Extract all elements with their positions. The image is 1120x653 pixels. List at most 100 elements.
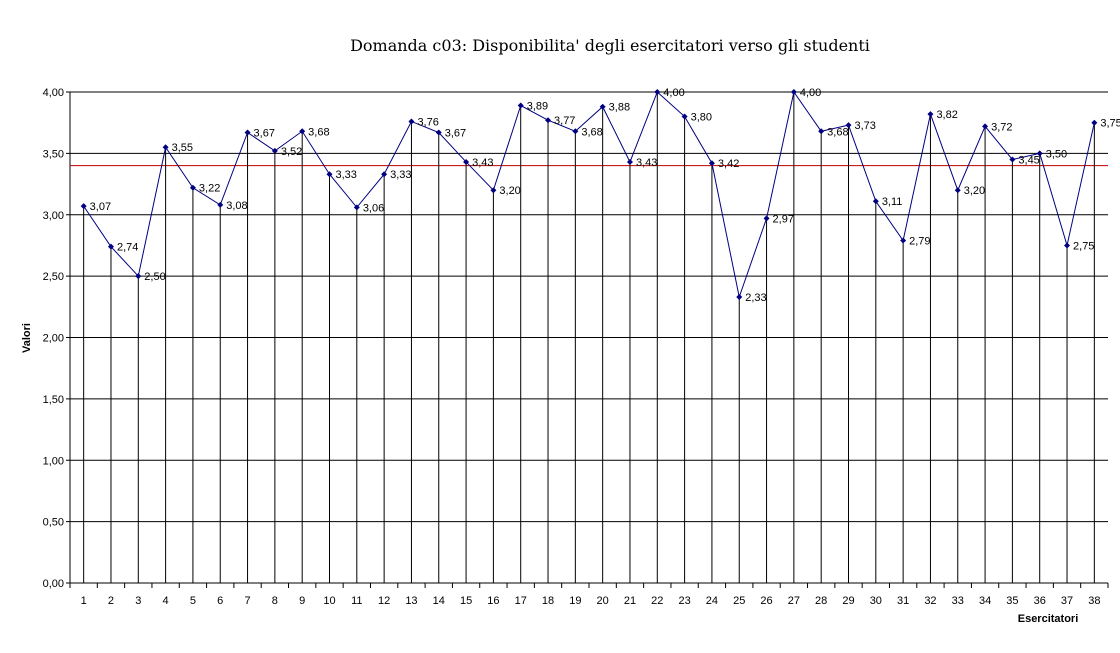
y-tick-label: 3,00 — [43, 210, 64, 222]
data-label: 3,72 — [991, 121, 1012, 133]
x-tick-label: 27 — [788, 595, 800, 607]
data-point — [463, 158, 470, 165]
x-tick-label: 3 — [135, 595, 141, 607]
data-point — [900, 237, 907, 244]
data-point — [408, 118, 415, 125]
x-tick-label: 18 — [542, 595, 554, 607]
data-point — [107, 243, 114, 250]
data-point — [353, 204, 360, 211]
data-point — [271, 147, 278, 154]
x-tick-label: 26 — [760, 595, 772, 607]
x-tick-label: 15 — [460, 595, 472, 607]
data-label: 3,52 — [281, 146, 302, 158]
y-tick-label: 1,00 — [43, 455, 64, 467]
y-tick-label: 1,50 — [43, 394, 64, 406]
data-label: 3,22 — [199, 183, 220, 195]
data-point — [381, 171, 388, 178]
data-point — [217, 201, 224, 208]
data-point — [435, 129, 442, 136]
y-axis-title: Valori — [21, 323, 33, 353]
data-label: 3,50 — [1046, 148, 1067, 160]
series-line — [83, 90, 1095, 299]
x-tick-label: 31 — [897, 595, 909, 607]
x-tick-label: 4 — [163, 595, 169, 607]
x-tick-label: 16 — [487, 595, 499, 607]
data-point — [1009, 156, 1016, 163]
data-label: 3,89 — [527, 101, 548, 113]
y-tick-label: 0,50 — [43, 517, 64, 529]
y-tick-label: 2,50 — [43, 271, 64, 283]
data-label: 3,33 — [336, 169, 357, 181]
data-label: 4,00 — [663, 87, 684, 99]
x-tick-label: 30 — [870, 595, 882, 607]
data-label: 3,11 — [882, 196, 903, 208]
data-label: 2,79 — [909, 236, 930, 248]
x-tick-label: 21 — [624, 595, 636, 607]
x-tick-label: 35 — [1006, 595, 1018, 607]
x-tick-label: 28 — [815, 595, 827, 607]
data-point — [135, 273, 142, 280]
data-label: 3,07 — [90, 201, 111, 213]
data-label: 2,33 — [745, 292, 766, 304]
data-label: 3,20 — [499, 185, 520, 197]
x-tick-label: 20 — [597, 595, 609, 607]
x-tick-label: 11 — [351, 595, 362, 607]
data-label: 3,45 — [1018, 155, 1039, 167]
data-label: 4,00 — [800, 87, 821, 99]
data-label: 3,42 — [718, 158, 739, 170]
data-point — [954, 187, 961, 194]
data-label: 3,67 — [254, 128, 275, 140]
data-label: 3,80 — [691, 112, 712, 124]
data-label: 3,43 — [472, 157, 493, 169]
data-label: 3,73 — [855, 120, 876, 132]
chart-title: Domanda c03: Disponibilita' degli eserci… — [350, 36, 870, 55]
data-point — [490, 187, 497, 194]
data-label: 3,82 — [936, 109, 957, 121]
x-tick-label: 22 — [651, 595, 663, 607]
data-point — [763, 215, 770, 222]
data-point — [1036, 150, 1043, 157]
data-label: 3,68 — [827, 126, 848, 138]
x-tick-label: 25 — [733, 595, 745, 607]
data-point — [654, 89, 661, 95]
y-tick-label: 3,50 — [43, 148, 64, 160]
data-label: 3,76 — [417, 116, 438, 128]
data-point — [626, 158, 633, 165]
x-tick-label: 33 — [952, 595, 964, 607]
data-point — [845, 122, 852, 129]
y-tick-label: 4,00 — [43, 87, 64, 99]
x-tick-label: 19 — [569, 595, 581, 607]
data-label: 3,08 — [226, 200, 247, 212]
data-label: 3,43 — [636, 157, 657, 169]
data-point — [708, 160, 715, 167]
data-label: 2,75 — [1073, 240, 1094, 252]
data-point — [162, 144, 169, 151]
x-tick-label: 17 — [515, 595, 527, 607]
data-point — [545, 117, 552, 124]
x-tick-label: 23 — [678, 595, 690, 607]
data-point — [299, 128, 306, 135]
x-tick-label: 8 — [272, 595, 278, 607]
data-point — [80, 203, 87, 210]
data-label: 3,68 — [308, 126, 329, 138]
x-tick-label: 29 — [842, 595, 854, 607]
y-tick-label: 2,00 — [43, 333, 64, 345]
data-point — [818, 128, 825, 135]
data-label: 3,33 — [390, 169, 411, 181]
data-label: 3,20 — [964, 185, 985, 197]
x-tick-label: 34 — [979, 595, 991, 607]
data-label: 3,67 — [445, 128, 466, 140]
data-label: 3,06 — [363, 202, 384, 214]
data-point — [189, 184, 196, 191]
x-tick-label: 38 — [1088, 595, 1100, 607]
x-tick-label: 37 — [1061, 595, 1073, 607]
x-tick-label: 24 — [706, 595, 718, 607]
data-point — [326, 171, 333, 178]
x-tick-label: 5 — [190, 595, 196, 607]
data-point — [681, 113, 688, 120]
x-tick-label: 2 — [108, 595, 114, 607]
data-point — [244, 129, 251, 136]
data-label: 3,88 — [609, 102, 630, 114]
data-point — [517, 102, 524, 109]
